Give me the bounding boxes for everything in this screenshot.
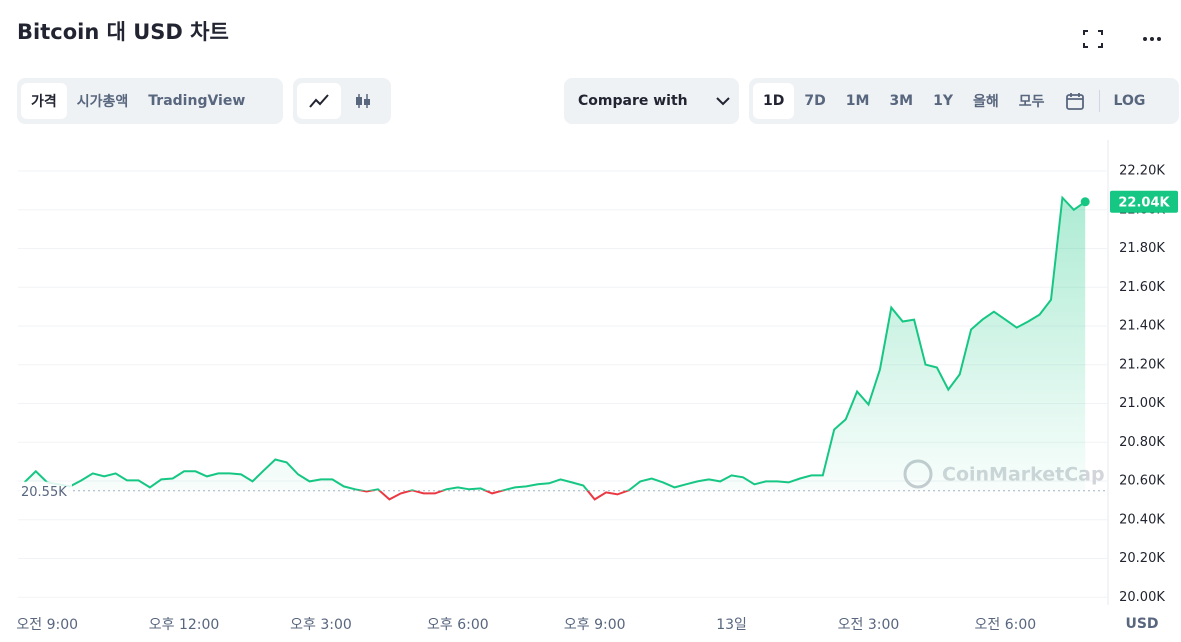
y-tick-label: 21.00K (1119, 396, 1165, 411)
x-tick-label: 오후 9:00 (564, 617, 626, 633)
tab[interactable]: 가격 (21, 83, 67, 119)
price-tag-label: 22.04K (1118, 195, 1170, 210)
candle-chart-button[interactable] (341, 83, 385, 119)
range-button[interactable]: 올해 (973, 94, 999, 110)
range-button[interactable]: 3M (889, 93, 914, 109)
axis-unit: USD (1125, 616, 1158, 632)
last-point (1080, 197, 1090, 207)
y-tick-label: 20.20K (1119, 551, 1165, 566)
x-tick-label: 오후 12:00 (149, 617, 220, 633)
x-tick-label: 오전 3:00 (838, 617, 900, 633)
tab[interactable]: TradingView (148, 93, 246, 109)
y-tick-label: 20.40K (1119, 512, 1165, 527)
x-tick-label: 오후 3:00 (290, 617, 352, 633)
compare-label: Compare with (578, 93, 688, 109)
range-group: 1D 7D 1M 3M 1Y 올해 모두 LOG (749, 78, 1179, 124)
range-button[interactable]: 1D (753, 83, 795, 119)
range-button[interactable]: 1M (845, 93, 870, 109)
x-tick-label: 오전 6:00 (975, 617, 1037, 633)
separator (1098, 90, 1100, 112)
y-tick-label: 21.20K (1119, 357, 1165, 372)
line-chart-button[interactable] (297, 83, 341, 119)
compare-dropdown[interactable]: Compare with (564, 78, 739, 124)
y-tick-label: 20.80K (1119, 435, 1165, 450)
tab[interactable]: 시가총액 (76, 94, 129, 110)
price-tag (1110, 190, 1178, 213)
y-tick-label: 20.00K (1119, 590, 1165, 605)
x-tick-label: 오전 9:00 (16, 617, 78, 633)
log-button[interactable]: LOG (1113, 93, 1146, 109)
range-button[interactable]: 모두 (1018, 94, 1045, 110)
tab-group: 가격 시가총액 TradingView (17, 78, 283, 124)
reference-label-bg (18, 481, 72, 500)
more-icon[interactable] (1140, 30, 1164, 48)
page-title: Bitcoin 대 USD 차트 (17, 20, 229, 44)
chevron-icon (716, 97, 730, 106)
y-tick-label: 21.40K (1119, 319, 1165, 334)
y-tick-label: 21.60K (1119, 280, 1165, 295)
fullscreen-icon[interactable] (1080, 28, 1106, 50)
y-tick-label: 20.60K (1119, 474, 1165, 489)
chart-type-group (293, 78, 391, 124)
range-button[interactable]: 7D (804, 93, 826, 109)
y-tick-label: 21.80K (1119, 241, 1165, 256)
x-tick-label: 13일 (716, 617, 747, 633)
range-button[interactable]: 1Y (933, 93, 954, 109)
calendar-button[interactable] (1055, 83, 1095, 119)
reference-label: 20.55K (21, 485, 67, 500)
y-tick-label: 22.20K (1119, 164, 1165, 179)
x-tick-label: 오후 6:00 (427, 617, 489, 633)
price-line (23, 195, 1086, 491)
area (24, 197, 1086, 491)
